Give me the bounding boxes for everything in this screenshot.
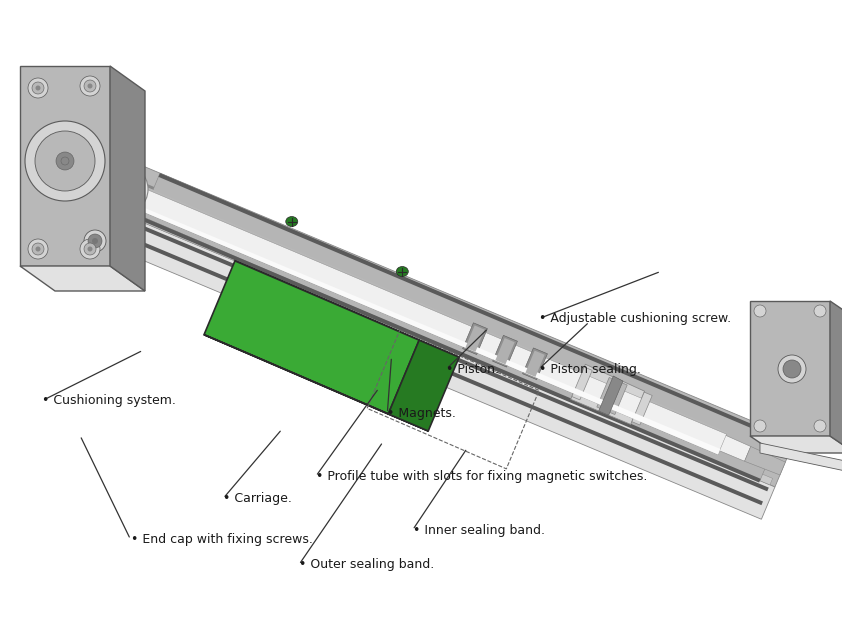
Ellipse shape [84, 230, 106, 252]
Polygon shape [55, 191, 775, 519]
Polygon shape [664, 411, 751, 461]
Polygon shape [97, 189, 720, 454]
Polygon shape [86, 159, 784, 454]
Ellipse shape [92, 238, 98, 244]
Polygon shape [525, 351, 545, 377]
Polygon shape [20, 266, 145, 291]
Ellipse shape [80, 239, 100, 259]
Ellipse shape [88, 247, 93, 252]
Polygon shape [599, 376, 623, 415]
Ellipse shape [754, 420, 766, 432]
Polygon shape [20, 66, 110, 266]
Ellipse shape [84, 80, 96, 92]
Polygon shape [388, 340, 459, 431]
Polygon shape [750, 301, 830, 436]
Polygon shape [104, 170, 727, 436]
Polygon shape [750, 436, 842, 453]
Polygon shape [68, 143, 795, 487]
Polygon shape [141, 173, 778, 481]
Ellipse shape [102, 175, 134, 204]
Ellipse shape [32, 243, 44, 255]
Ellipse shape [80, 76, 100, 96]
Ellipse shape [56, 152, 74, 170]
Text: • End cap with fixing screws.: • End cap with fixing screws. [131, 533, 312, 546]
Polygon shape [97, 189, 720, 454]
Polygon shape [158, 173, 779, 439]
Polygon shape [632, 392, 653, 425]
Polygon shape [70, 196, 769, 492]
Ellipse shape [814, 305, 826, 317]
Polygon shape [204, 261, 419, 414]
Ellipse shape [35, 247, 40, 252]
Polygon shape [78, 177, 776, 472]
Polygon shape [141, 216, 760, 483]
Ellipse shape [35, 85, 40, 90]
Text: • Profile tube with slots for fixing magnetic switches.: • Profile tube with slots for fixing mag… [316, 470, 647, 483]
Polygon shape [744, 447, 786, 475]
Ellipse shape [778, 355, 806, 383]
Ellipse shape [35, 131, 95, 191]
Ellipse shape [28, 239, 48, 259]
Polygon shape [466, 326, 485, 352]
Polygon shape [65, 209, 763, 505]
Ellipse shape [25, 121, 105, 201]
Text: • Piston sealing.: • Piston sealing. [539, 363, 641, 375]
Text: • Outer sealing band.: • Outer sealing band. [299, 558, 434, 571]
Ellipse shape [88, 162, 148, 216]
Ellipse shape [88, 83, 93, 88]
Polygon shape [571, 364, 645, 425]
Text: • Cushioning system.: • Cushioning system. [42, 394, 176, 407]
Ellipse shape [84, 243, 96, 255]
Text: • Adjustable cushioning screw.: • Adjustable cushioning screw. [539, 312, 731, 325]
Polygon shape [235, 261, 459, 357]
Ellipse shape [32, 82, 44, 94]
Text: • Carriage.: • Carriage. [223, 492, 292, 505]
Polygon shape [462, 323, 488, 355]
Polygon shape [597, 377, 617, 410]
Polygon shape [760, 443, 842, 473]
Polygon shape [493, 335, 518, 367]
Polygon shape [495, 338, 514, 364]
Polygon shape [830, 301, 842, 453]
Polygon shape [607, 382, 627, 415]
Ellipse shape [754, 305, 766, 317]
Ellipse shape [88, 234, 102, 248]
Text: • Piston.: • Piston. [446, 363, 499, 375]
Ellipse shape [285, 216, 298, 227]
Polygon shape [110, 66, 145, 291]
Ellipse shape [61, 157, 69, 165]
Polygon shape [97, 172, 727, 454]
Ellipse shape [783, 360, 801, 378]
Ellipse shape [814, 420, 826, 432]
Polygon shape [204, 334, 429, 431]
Polygon shape [523, 348, 547, 380]
Polygon shape [97, 172, 727, 454]
Polygon shape [78, 189, 773, 485]
Text: • Inner sealing band.: • Inner sealing band. [413, 524, 545, 536]
Polygon shape [572, 367, 592, 400]
Ellipse shape [397, 266, 408, 276]
Ellipse shape [112, 184, 124, 195]
Text: • Magnets.: • Magnets. [387, 407, 456, 420]
Ellipse shape [28, 78, 48, 98]
